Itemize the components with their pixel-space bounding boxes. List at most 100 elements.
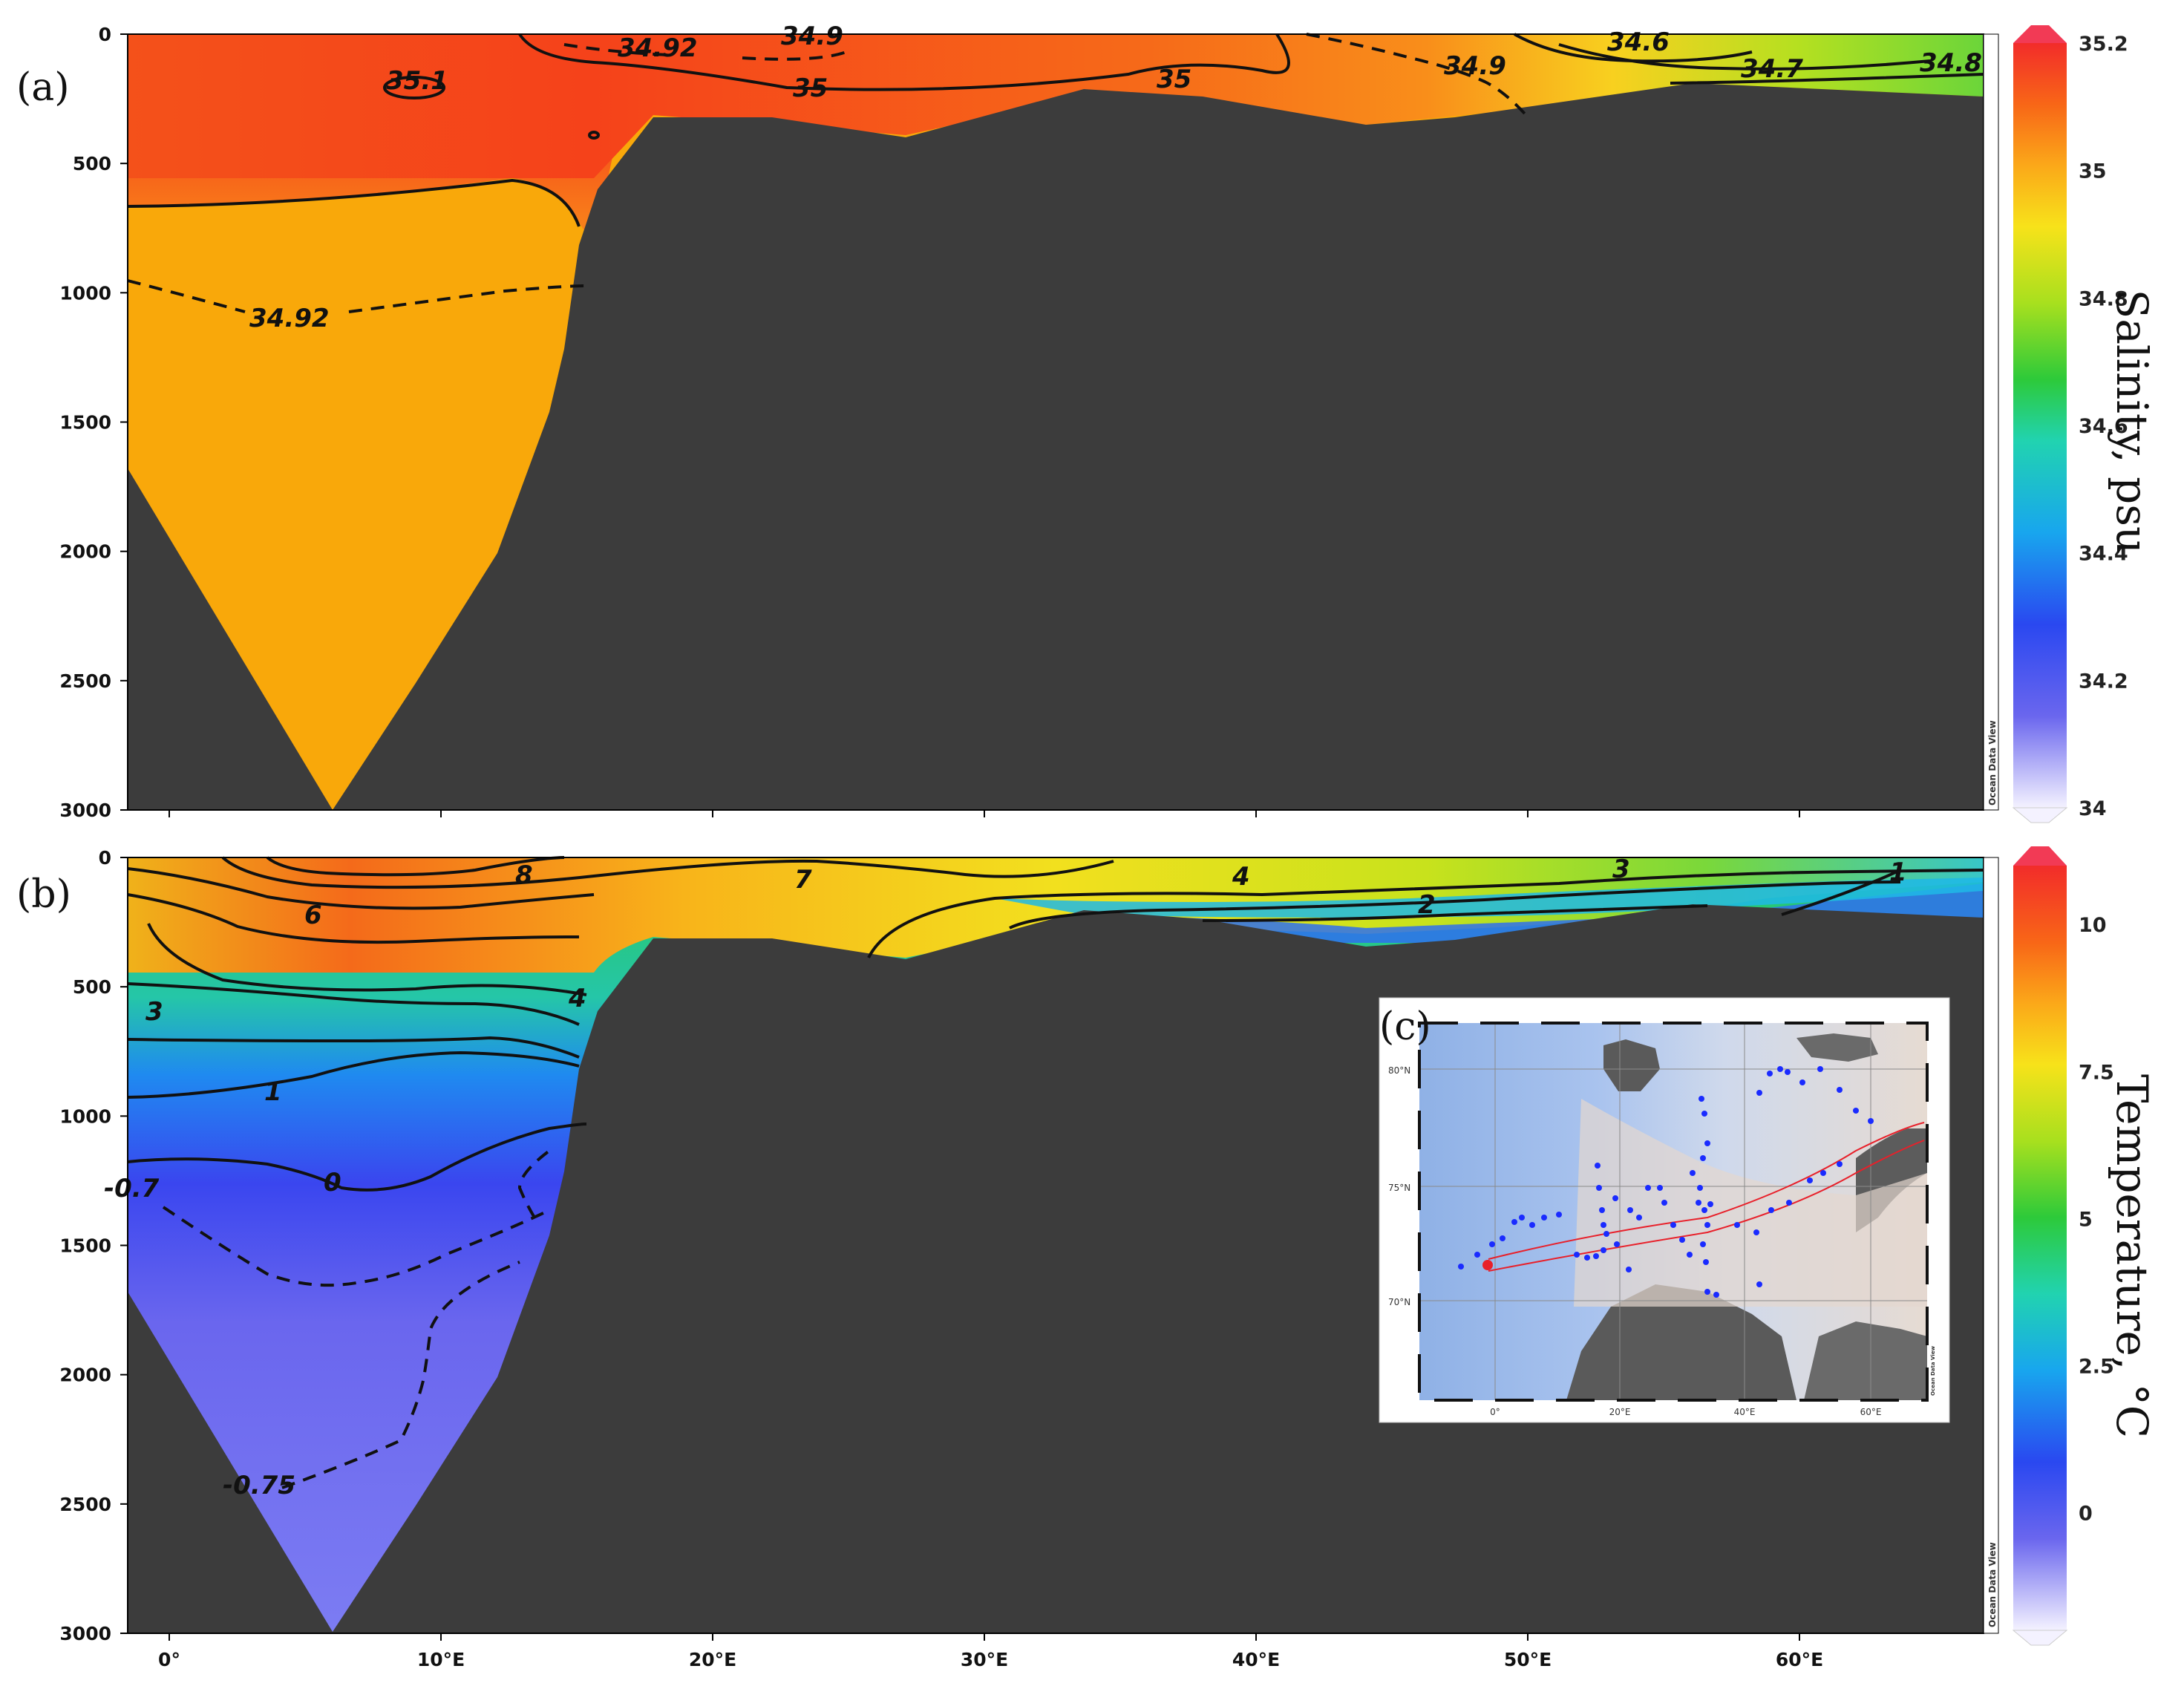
map-svalbard [1603, 1039, 1660, 1091]
station-point [1670, 1222, 1676, 1228]
station-point [1593, 1253, 1599, 1259]
contour-label: 34.8 [1920, 48, 1982, 78]
station-point [1817, 1066, 1823, 1072]
colorbar-gradient [2013, 866, 2067, 1630]
station-point [1700, 1155, 1706, 1161]
contour-34.7-east [1558, 43, 1931, 71]
panel-label-a: (a) [16, 65, 70, 110]
contour-label: 34.7 [1741, 54, 1803, 84]
temperature-axis-title: Temperature, °C [2107, 1074, 2157, 1438]
y-tick-label: 500 [73, 976, 111, 998]
contour-35-deep [127, 178, 581, 227]
station-point [1690, 1170, 1696, 1176]
panel-label-c: (c) [1379, 1004, 1431, 1049]
station-point [1704, 1289, 1710, 1295]
contour-34.9-east [1306, 33, 1531, 120]
colorbar-ticks: 10 7.5 5 2.5 0 [2079, 914, 2114, 1525]
station-point [1511, 1219, 1517, 1225]
y-tick-label: 2500 [59, 1494, 111, 1515]
colorbar-tick-label: 34.4 [2079, 543, 2128, 566]
contour-label: 1 [1889, 857, 1907, 887]
contour-label: 35 [1157, 65, 1191, 94]
station-point [1777, 1066, 1783, 1072]
station-point [1489, 1241, 1495, 1247]
colorbar-bottom-arrow [2012, 807, 2068, 823]
station-point [1556, 1212, 1562, 1218]
lon-tick-label: 0° [1490, 1407, 1500, 1417]
contour-label: 3 [146, 997, 163, 1027]
salinity-contours [127, 33, 1984, 313]
contour-label: 35.1 [386, 66, 448, 96]
station-point [1807, 1177, 1813, 1183]
contour-label: 6 [304, 901, 322, 930]
lon-tick-label: 20°E [1609, 1407, 1631, 1417]
map-lon-labels: 0° 20°E 40°E 60°E [1490, 1407, 1881, 1417]
contour-1-east [1781, 869, 1901, 916]
y-tick-label: 1500 [59, 412, 111, 434]
station-point [1697, 1185, 1703, 1191]
contour-3-east [1009, 880, 1901, 929]
section-start-marker [1482, 1260, 1493, 1270]
station-point [1657, 1185, 1663, 1191]
station-point [1645, 1185, 1651, 1191]
station-point [1612, 1195, 1618, 1201]
contour-label: 34.6 [1607, 27, 1670, 57]
salinity-contour-labels: 35.1 34.92 34.9 35 35 34.9 34.6 34.7 34.… [249, 22, 1982, 333]
contour-minus-0.75 [281, 1149, 551, 1489]
temperature-colorbar: 10 7.5 5 2.5 0 Temperature, °C [2012, 846, 2157, 1646]
station-point [1614, 1241, 1620, 1247]
contour-label: 34.9 [781, 22, 843, 51]
station-point [1820, 1170, 1826, 1176]
station-point [1626, 1267, 1632, 1272]
station-point [1837, 1087, 1843, 1093]
colorbar-top-arrow [2013, 846, 2067, 866]
station-point [1734, 1222, 1740, 1228]
y-tick-label: 0 [99, 24, 111, 45]
station-point [1500, 1235, 1505, 1241]
station-point [1753, 1229, 1759, 1235]
y-tick-label: 1000 [59, 282, 111, 304]
station-point [1601, 1247, 1606, 1253]
contour-34.8-east [1670, 73, 1984, 85]
x-tick-label: 30°E [961, 1649, 1008, 1670]
panel-a: 35.1 34.92 34.9 35 35 34.9 34.6 34.7 34.… [16, 22, 1999, 821]
station-points [1458, 1066, 1874, 1298]
odv-strip-a [1983, 33, 1999, 811]
station-point [1799, 1079, 1805, 1085]
topography-a [128, 83, 1984, 810]
lat-tick-label: 70°N [1388, 1297, 1410, 1307]
station-point [1701, 1111, 1707, 1117]
station-point [1474, 1252, 1480, 1258]
map-lat-labels: 80°N 75°N 70°N [1388, 1065, 1410, 1307]
station-point [1853, 1108, 1859, 1114]
colorbar-tick-label: 2.5 [2079, 1355, 2114, 1378]
map-scandinavia [1566, 1284, 1796, 1400]
y-tick-label: 3000 [59, 800, 111, 821]
odv-strip-b [1983, 857, 1999, 1634]
contour-label: 34.92 [249, 304, 330, 333]
colorbar-tick-label: 34.6 [2079, 415, 2128, 438]
colorbar-tick-label: 5 [2079, 1208, 2093, 1231]
colorbar-tick-label: 7.5 [2079, 1061, 2114, 1084]
station-point [1687, 1252, 1693, 1258]
panel-label-b: (b) [16, 872, 71, 917]
contour-35.1 [383, 76, 445, 99]
inset-map-c: 80°N 75°N 70°N 0° 20°E 40°E 60°E Ocean D… [1379, 997, 1950, 1423]
contour-label: 35 [793, 73, 828, 103]
y-tick-label: 2000 [59, 1365, 111, 1386]
y-tick-label: 1500 [59, 1235, 111, 1257]
salinity-surface-layer [128, 34, 1984, 178]
x-tick-label: 40°E [1232, 1649, 1280, 1670]
colorbar-top-arrow [2013, 25, 2067, 43]
y-tick-label: 1000 [59, 1105, 111, 1127]
colorbar-tick-label: 10 [2079, 914, 2107, 937]
station-point [1584, 1255, 1590, 1261]
station-point [1529, 1222, 1535, 1228]
contour-3-west [127, 982, 580, 1026]
station-point [1679, 1237, 1685, 1243]
station-point [1699, 1096, 1704, 1102]
colorbar-tick-label: 35 [2079, 160, 2107, 183]
map-kola [1804, 1321, 1927, 1400]
station-point [1603, 1231, 1609, 1237]
